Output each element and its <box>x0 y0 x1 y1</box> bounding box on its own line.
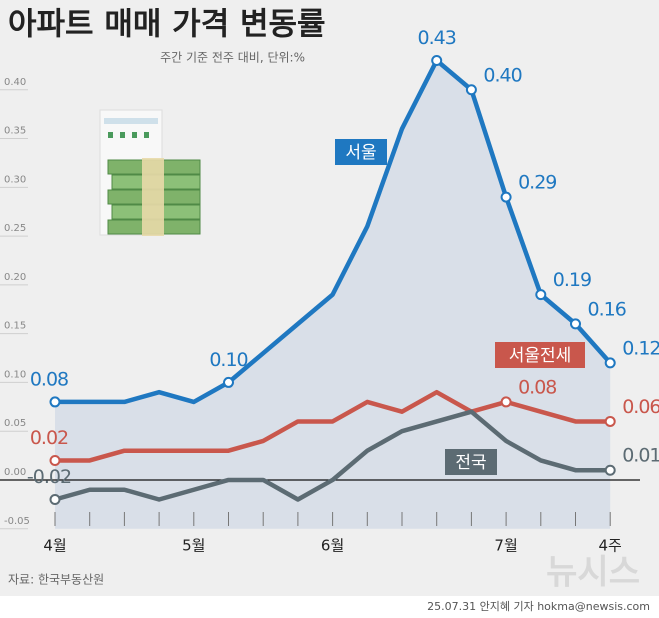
x-tick-label: 5월 <box>182 537 205 555</box>
point <box>49 396 61 408</box>
point <box>465 84 477 96</box>
y-tick-label: -0.05 <box>4 516 30 527</box>
series-tag: 전국 <box>455 453 486 473</box>
data-label: 0.06 <box>622 396 659 418</box>
x-tick-label: 6월 <box>321 537 344 555</box>
data-label: 0.01 <box>622 445 659 467</box>
source: 자료: 한국부동산원 <box>8 573 104 587</box>
y-tick-label: 0.05 <box>4 418 26 429</box>
data-label: 0.19 <box>553 269 591 291</box>
point <box>49 493 61 505</box>
data-label: 0.10 <box>209 349 247 371</box>
point <box>431 55 443 67</box>
data-label: 0.08 <box>518 376 556 398</box>
y-tick-label: 0.15 <box>4 321 26 332</box>
series-tag: 서울 <box>345 143 376 163</box>
y-tick-label: 0.40 <box>4 77 26 88</box>
y-tick-label: 0.10 <box>4 369 26 380</box>
series-tag-box <box>335 139 387 165</box>
point <box>570 318 581 330</box>
point <box>500 191 512 203</box>
credit: 25.07.31 안지혜 기자 hokma@newsis.com <box>427 600 650 613</box>
chart-title: 아파트 매매 가격 변동률 <box>8 7 326 43</box>
series-line <box>52 389 613 463</box>
footer-band <box>0 596 659 618</box>
data-label: 0.43 <box>418 27 456 49</box>
data-label: 0.40 <box>483 64 521 86</box>
point <box>604 415 616 427</box>
point <box>604 464 616 476</box>
data-label: 0.12 <box>622 337 659 359</box>
point <box>604 357 616 369</box>
series-line <box>52 409 613 502</box>
y-tick-label: 0.25 <box>4 223 26 234</box>
data-label: 0.29 <box>518 172 556 194</box>
data-label: 0.08 <box>30 368 68 390</box>
series-tag-box <box>445 449 497 475</box>
x-tick-label: 7월 <box>494 537 517 555</box>
point <box>223 376 234 388</box>
series-tag: 서울전세 <box>509 346 572 366</box>
y-tick-label: 0.00 <box>4 467 26 478</box>
y-tick-label: 0.20 <box>4 272 26 283</box>
y-tick-label: 0.35 <box>4 126 26 137</box>
x-tick-label: 4월 <box>43 537 66 555</box>
y-tick-label: 0.30 <box>4 174 26 185</box>
series-tag-box <box>495 342 585 368</box>
subtitle: 주간 기준 전주 대비, 단위:% <box>160 51 305 65</box>
point <box>535 289 547 301</box>
data-label: 0.16 <box>588 298 626 320</box>
plot: -0.05 0.00 0.05 0.10 0.15 0.20 0.25 0.30 0.35 0.4… <box>0 27 659 555</box>
data-label: 0.02 <box>30 427 68 449</box>
watermark: 뉴시스 <box>546 553 640 593</box>
building-icon <box>99 109 201 236</box>
series-line <box>52 58 613 405</box>
data-label: -0.02 <box>27 466 71 488</box>
point <box>49 454 61 466</box>
x-tick-label: 4주 <box>599 537 622 555</box>
point <box>500 396 512 408</box>
